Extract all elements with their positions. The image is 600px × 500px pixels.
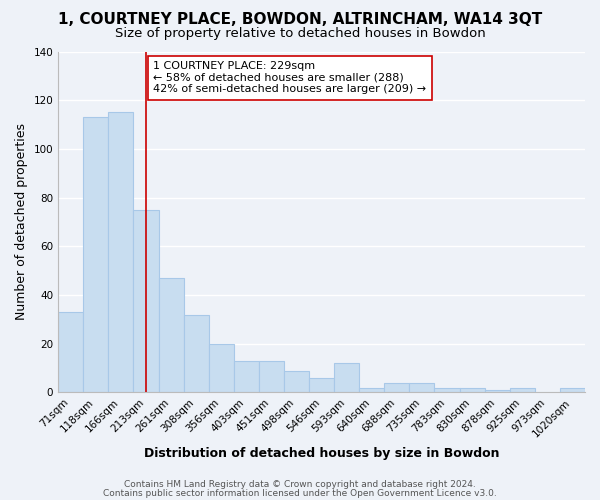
Bar [309,378,334,392]
Text: 1, COURTNEY PLACE, BOWDON, ALTRINCHAM, WA14 3QT: 1, COURTNEY PLACE, BOWDON, ALTRINCHAM, W… [58,12,542,28]
Bar [359,388,385,392]
Bar [560,388,585,392]
Y-axis label: Number of detached properties: Number of detached properties [15,124,28,320]
Text: Contains HM Land Registry data © Crown copyright and database right 2024.: Contains HM Land Registry data © Crown c… [124,480,476,489]
Bar [209,344,234,392]
Bar [133,210,158,392]
Bar [334,363,359,392]
Text: Contains public sector information licensed under the Open Government Licence v3: Contains public sector information licen… [103,488,497,498]
Bar [109,112,133,392]
Bar [284,370,309,392]
Bar [485,390,510,392]
Bar [158,278,184,392]
Bar [434,388,460,392]
Bar [58,312,83,392]
Text: Size of property relative to detached houses in Bowdon: Size of property relative to detached ho… [115,28,485,40]
Bar [259,361,284,392]
Bar [234,361,259,392]
Text: 1 COURTNEY PLACE: 229sqm
← 58% of detached houses are smaller (288)
42% of semi-: 1 COURTNEY PLACE: 229sqm ← 58% of detach… [154,61,427,94]
X-axis label: Distribution of detached houses by size in Bowdon: Distribution of detached houses by size … [144,447,499,460]
Bar [460,388,485,392]
Bar [184,314,209,392]
Bar [83,118,109,392]
Bar [510,388,535,392]
Bar [409,382,434,392]
Bar [385,382,409,392]
